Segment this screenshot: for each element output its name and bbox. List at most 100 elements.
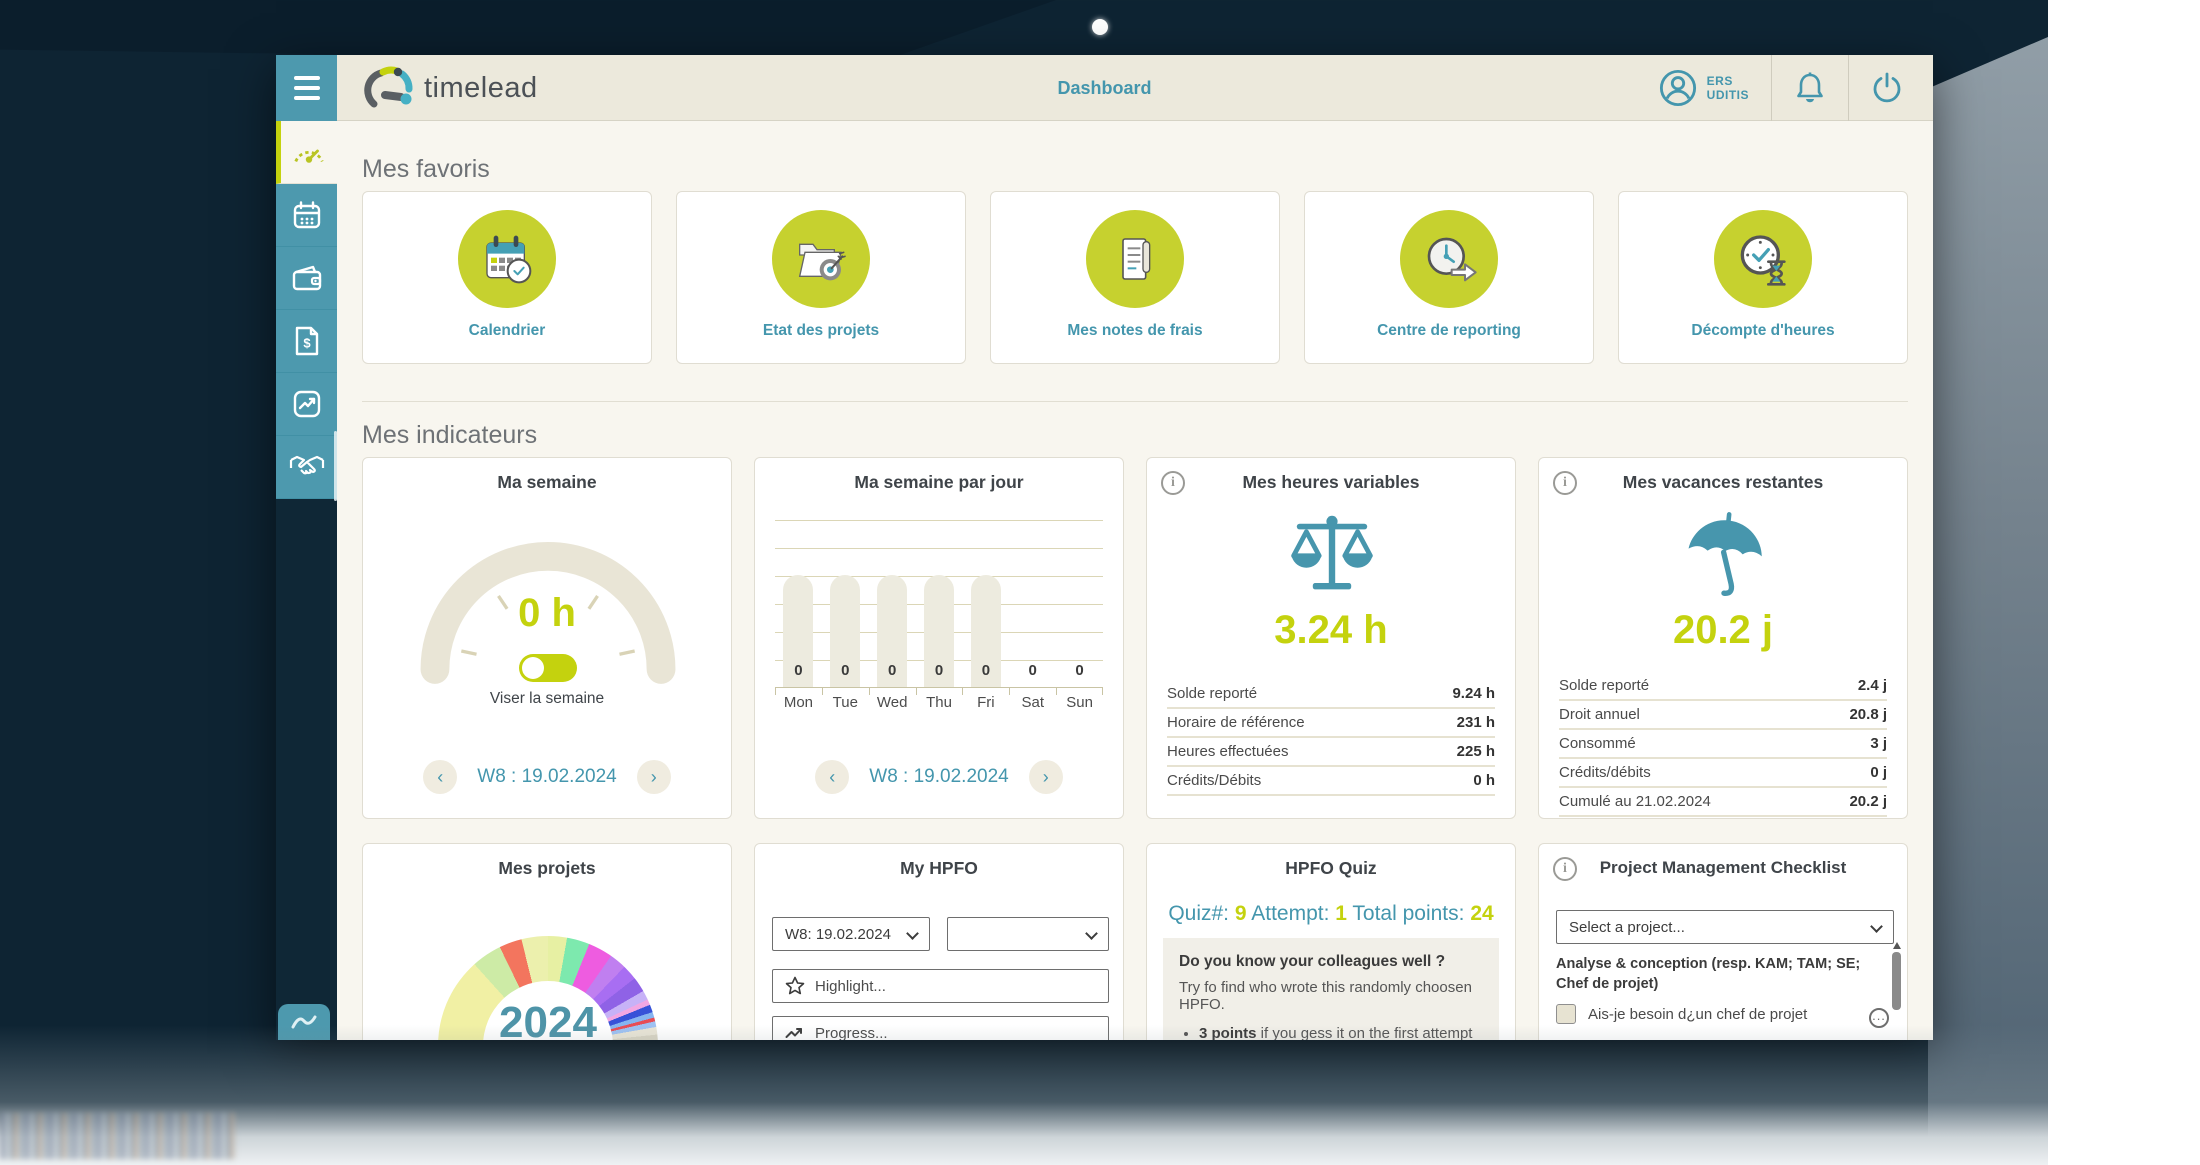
favoris-card-reporting[interactable]: Centre de reporting	[1304, 191, 1594, 364]
wallet-icon	[291, 263, 323, 293]
favoris-label: Centre de reporting	[1377, 322, 1521, 339]
sidebar-item-reports[interactable]	[276, 373, 337, 436]
checklist-item: Ais-je besoin d¿un chef de projet	[1556, 1004, 1867, 1024]
sidebar-item-dashboard[interactable]	[276, 121, 337, 184]
week-bar-chart	[775, 508, 1103, 698]
brand-logo[interactable]: timelead	[364, 55, 538, 121]
bar-tue	[821, 508, 869, 695]
info-icon[interactable]: i	[1553, 857, 1577, 881]
brand-name: timelead	[424, 71, 538, 104]
sidebar-item-expenses[interactable]	[276, 247, 337, 310]
toggle-label: Viser la semaine	[489, 690, 605, 707]
info-icon[interactable]: i	[1553, 471, 1577, 495]
week-label: W8 : 19.02.2024	[477, 766, 617, 787]
section-divider	[362, 401, 1908, 402]
avatar-icon	[1659, 69, 1697, 107]
week-hours-value: 0 h	[518, 591, 576, 635]
week-select[interactable]: W8: 19.02.2024	[772, 917, 930, 951]
bar-wed	[868, 508, 916, 695]
table-row: Heures effectuées 225 h	[1167, 738, 1495, 767]
bar-thu	[915, 508, 963, 695]
chart-trend-icon	[292, 389, 322, 419]
prev-week-button[interactable]: ‹	[815, 760, 850, 794]
card-vacances: i Mes vacances restantes 20.2 j Solde re…	[1538, 457, 1908, 819]
bar-mon	[775, 508, 822, 695]
checklist-section-title: Analyse & conception (resp. KAM; TAM; SE…	[1556, 956, 1861, 992]
indicateurs-heading: Mes indicateurs	[362, 421, 538, 449]
sidebar-item-partners[interactable]	[276, 436, 337, 499]
favoris-label: Etat des projets	[762, 322, 880, 339]
clock-arrow-icon	[1400, 210, 1498, 308]
card-title: Ma semaine par jour	[854, 472, 1024, 492]
card-title: HPFO Quiz	[1285, 858, 1377, 878]
table-row: Crédits/Débits 0 h	[1167, 767, 1495, 796]
chevron-down-icon	[1870, 920, 1883, 933]
favoris-card-notes-frais[interactable]: Mes notes de frais	[990, 191, 1280, 364]
logout-button[interactable]	[1848, 55, 1925, 121]
card-title: Mes vacances restantes	[1622, 472, 1824, 492]
sidebar-item-calendar[interactable]	[276, 184, 337, 247]
quiz-question-box: Do you know your colleagues well ? Try f…	[1163, 938, 1499, 1040]
variable-hours-table: Solde reporté 9.24 h Horaire de référenc…	[1167, 680, 1495, 796]
checkbox[interactable]	[1556, 1004, 1576, 1024]
folder-target-icon	[772, 210, 870, 308]
table-row: Solde reporté 2.4 j	[1559, 672, 1887, 701]
table-row: Crédits/débits 0 j	[1559, 759, 1887, 788]
clock-hourglass-icon	[1714, 210, 1812, 308]
favoris-label: Décompte d'heures	[1691, 322, 1835, 339]
favoris-card-etat-projets[interactable]: Etat des projets	[676, 191, 966, 364]
table-row: Cumulé au 21.02.2024 20.2 j	[1559, 788, 1887, 817]
slide-top-shade	[0, 0, 1056, 62]
favoris-label: Mes notes de frais	[1067, 322, 1203, 339]
handshake-icon	[289, 454, 325, 480]
dashboard-content: Mes favoris	[337, 121, 1933, 1040]
slide-bottom-streaks	[0, 1113, 235, 1159]
info-icon[interactable]: i	[1161, 471, 1185, 495]
next-week-button[interactable]: ›	[1028, 760, 1063, 794]
sidebar-item-invoices[interactable]: $	[276, 310, 337, 373]
favoris-card-calendrier[interactable]: Calendrier	[362, 191, 652, 364]
bell-icon	[1794, 71, 1826, 105]
card-hpfo-quiz: HPFO Quiz Quiz#: 9 Attempt: 1 Total poin…	[1146, 843, 1516, 1040]
checklist-item-label: Ais-je besoin d¿un chef de projet	[1588, 1005, 1808, 1023]
checklist-scrollbar[interactable]	[1892, 942, 1901, 1010]
favoris-heading: Mes favoris	[362, 155, 490, 183]
card-title: Mes projets	[498, 858, 596, 878]
variable-hours-value: 3.24 h	[1274, 608, 1388, 652]
view-week-toggle[interactable]	[519, 654, 577, 682]
user-menu[interactable]: ERS UDITIS	[1637, 55, 1771, 121]
empty-select[interactable]	[947, 917, 1109, 951]
next-week-button[interactable]: ›	[636, 760, 671, 794]
table-row: Consommé 3 j	[1559, 730, 1887, 759]
presenter-dot	[1092, 19, 1108, 35]
quiz-score-line: Quiz#: 9 Attempt: 1 Total points: 24	[1168, 902, 1494, 925]
week-navigation: ‹ W8 : 19.02.2024 ›	[755, 760, 1123, 794]
week-label: W8 : 19.02.2024	[869, 766, 1009, 787]
power-icon	[1871, 72, 1903, 104]
quiz-question: Do you know your colleagues well ?	[1179, 953, 1446, 970]
vacation-days-value: 20.2 j	[1672, 608, 1774, 652]
card-ma-semaine: Ma semaine 0 h Viser la semaine ‹ W8 : 1…	[362, 457, 732, 819]
chevron-down-icon	[1085, 927, 1098, 940]
project-select[interactable]: Select a project...	[1556, 910, 1894, 944]
bar-values: 0 0 0 0 0 0 0	[794, 662, 1084, 679]
bar-sun	[1056, 508, 1103, 695]
topbar-actions: ERS UDITIS	[1637, 55, 1925, 121]
highlight-field	[772, 969, 1109, 1003]
hamburger-menu-button[interactable]	[276, 55, 337, 121]
slide-right-white-panel	[2048, 0, 2200, 1165]
card-title: My HPFO	[900, 858, 978, 878]
svg-text:$: $	[303, 336, 311, 351]
favoris-card-decompte[interactable]: Décompte d'heures	[1618, 191, 1908, 364]
balance-scale-icon	[1284, 510, 1380, 600]
highlight-input[interactable]	[815, 977, 1096, 995]
calendar-icon	[292, 200, 322, 230]
card-title: Project Management Checklist	[1599, 858, 1847, 877]
speedometer-icon	[292, 139, 326, 165]
slide-bottom-fade	[0, 1025, 2048, 1165]
prev-week-button[interactable]: ‹	[423, 760, 458, 794]
notifications-button[interactable]	[1771, 55, 1848, 121]
sidebar-scrollbar[interactable]	[334, 431, 337, 501]
card-title: Ma semaine	[497, 472, 597, 492]
table-row: Droit annuel 20.8 j	[1559, 701, 1887, 730]
